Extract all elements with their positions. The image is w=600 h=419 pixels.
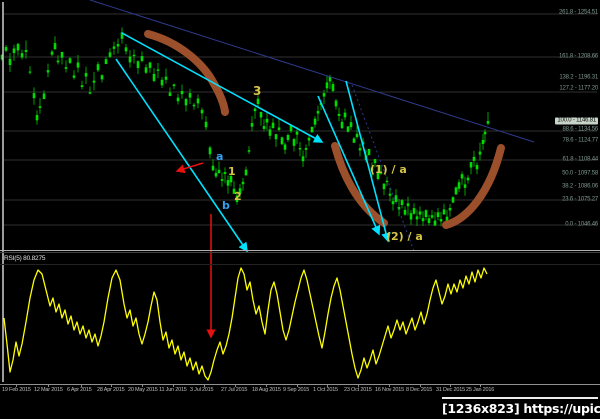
date-label: 20 May 2015	[128, 387, 158, 393]
fib-price-label: 78.6 - 1124.77	[562, 137, 599, 144]
date-label: 11 Jun 2015	[159, 387, 187, 393]
x-axis-tick	[81, 385, 82, 387]
cyan-trend-arrow-2[interactable]	[115, 58, 248, 253]
x-axis-tick	[173, 385, 174, 387]
rsi-indicator-label: RSI(5) 80.8275	[4, 255, 46, 262]
wave-label-a: a	[216, 150, 224, 163]
x-axis-tick	[48, 385, 49, 387]
wave-label-3: 3	[253, 84, 262, 98]
fib-price-label: 138.2 - 1196.31	[559, 74, 598, 81]
wave-label-1: 1	[228, 165, 236, 178]
current-price-label: 100.0 - 1146.81	[555, 117, 598, 125]
brown-arc-cup-right[interactable]	[442, 144, 505, 229]
bottom-band: [1236x823] https://upic.me/	[0, 397, 600, 419]
panel-separator-shadow	[0, 252, 600, 253]
x-axis-tick	[142, 385, 143, 387]
fibonacci-gridlines	[4, 13, 597, 226]
date-label: 8 Dec 2015	[406, 387, 433, 393]
candlestick-series	[0, 27, 490, 227]
x-axis-tick	[420, 385, 421, 387]
wave-label-b: b	[222, 199, 230, 212]
date-label: 18 Aug 2015	[252, 387, 281, 393]
fib-price-label: 38.2 - 1086.06	[562, 183, 598, 190]
fib-price-label: 127.2 - 1177.20	[559, 85, 598, 92]
fib-price-label: 23.6 - 1075.27	[562, 196, 598, 203]
date-axis: 19 Feb 2015 12 Mar 2015 6 Apr 2015 28 Apr 2…	[0, 384, 600, 397]
date-label: 19 Feb 2015	[2, 387, 31, 393]
wave-label-1a: (1) / a	[370, 163, 407, 176]
date-label: 27 Jul 2015	[221, 387, 248, 393]
date-label: 1 Oct 2015	[313, 387, 338, 393]
x-axis-tick	[450, 385, 451, 387]
navy-descending-trendline[interactable]	[89, 0, 535, 143]
fib-price-label: 161.8 - 1208.66	[558, 53, 598, 60]
watermark-caption: [1236x823] https://upic.me/	[442, 397, 600, 416]
wave-label-2a: (2) / a	[386, 230, 423, 243]
date-label: 16 Nov 2015	[375, 387, 404, 393]
red-arrow-short[interactable]	[175, 162, 204, 174]
fib-price-label: 88.6 - 1134.56	[562, 126, 599, 133]
x-axis-tick	[266, 385, 267, 387]
fib-price-label: 0.0 - 1046.46	[565, 221, 598, 228]
x-axis-tick	[480, 385, 481, 387]
panel-separator-top[interactable]	[0, 250, 600, 251]
x-axis-tick	[16, 385, 17, 387]
date-label: 3 Jul 2015	[190, 387, 214, 393]
cyan-trend-arrow-3[interactable]	[317, 95, 381, 236]
x-axis-tick	[358, 385, 359, 387]
x-axis-tick	[327, 385, 328, 387]
rsi-indicator-line	[3, 267, 488, 381]
date-label: 9 Sep 2015	[283, 387, 310, 393]
hand-drawn-brown-arcs[interactable]	[144, 30, 505, 229]
trendline-objects[interactable]	[2, 0, 535, 382]
fib-price-label: 261.8 - 1254.51	[558, 9, 598, 16]
brown-arc-cup-left[interactable]	[331, 142, 388, 227]
x-axis-tick	[235, 385, 236, 387]
date-label: 12 Mar 2015	[34, 387, 63, 393]
date-label: 23 Oct 2015	[344, 387, 372, 393]
rsi-panel-inner-border	[0, 264, 600, 265]
cyan-trend-arrow-1[interactable]	[121, 32, 324, 143]
date-label: 28 Apr 2015	[97, 387, 125, 393]
wave-label-2: 2	[234, 190, 242, 203]
date-label: 6 Apr 2015	[67, 387, 92, 393]
fib-price-label: 61.8 - 1108.44	[562, 156, 599, 163]
x-axis-tick	[297, 385, 298, 387]
date-label: 31 Dec 2015	[436, 387, 465, 393]
fib-price-label: 50.0 - 1097.58	[562, 170, 598, 177]
x-axis-tick	[111, 385, 112, 387]
cyan-trend-arrow-4[interactable]	[345, 80, 391, 243]
date-label: 25 Jan 2016	[466, 387, 495, 393]
x-axis-tick	[204, 385, 205, 387]
x-axis-tick	[389, 385, 390, 387]
